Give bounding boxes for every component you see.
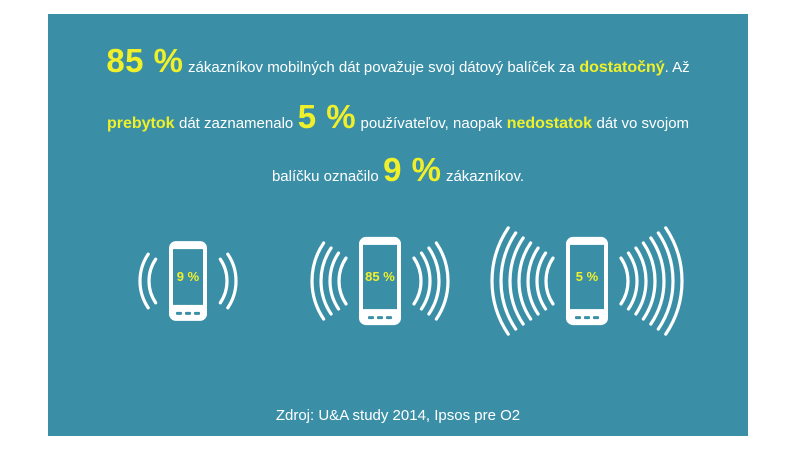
signal-wave-icon — [517, 241, 533, 321]
stat-5-percent: 5 % — [297, 98, 357, 135]
headline-text: balíčku označilo — [271, 168, 379, 185]
keyword-nedostatok: nedostatok — [506, 115, 593, 132]
phone-percent-label: 9 % — [177, 269, 200, 284]
signal-wave-icon — [526, 246, 540, 316]
signal-wave-icon — [138, 252, 150, 310]
headline-text: používateľov, naopak — [360, 115, 503, 132]
phone-button — [194, 311, 200, 315]
phones-illustration: 9 % 85 % 5 % — [138, 226, 684, 336]
keyword-dostatocny: dostatočný — [579, 59, 665, 76]
headline-text: dát zaznamenalo — [179, 115, 294, 132]
signal-wave-icon — [490, 226, 510, 336]
signal-wave-icon — [328, 251, 341, 311]
headline-text: . Až — [664, 59, 690, 76]
headline-line-3: balíčku označilo 9 % zákazníkov. — [48, 151, 748, 189]
signal-wave-icon — [619, 256, 630, 306]
signal-wave-icon — [226, 252, 238, 310]
signal-wave-icon — [319, 246, 333, 316]
source-note: Zdroj: U&A study 2014, Ipsos pre O2 — [275, 407, 521, 424]
headline-text: zákazníkov. — [445, 168, 525, 185]
signal-wave-icon — [434, 241, 450, 321]
signal-wave-icon — [419, 251, 432, 311]
headline-line-2: prebytok dát zaznamenalo 5 % používateľo… — [48, 98, 748, 136]
signal-wave-icon — [147, 257, 158, 305]
signal-wave-icon — [427, 246, 441, 316]
infographic-panel: 85 % zákazníkov mobilných dát považuje s… — [48, 14, 748, 436]
signal-wave-icon — [656, 231, 675, 331]
signal-wave-icon — [535, 251, 548, 311]
phone-percent-label: 5 % — [576, 269, 599, 284]
headline-text: dát vo svojom — [596, 115, 690, 132]
phone-button — [593, 316, 599, 320]
phone-button — [584, 316, 590, 320]
signal-wave-icon — [626, 251, 639, 311]
signal-wave-icon — [634, 246, 648, 316]
signal-wave-icon — [641, 241, 657, 321]
signal-wave-icon — [412, 256, 423, 306]
stat-85-percent: 85 % — [106, 42, 184, 79]
phone-screen — [173, 249, 203, 305]
headline-line-1: 85 % zákazníkov mobilných dát považuje s… — [48, 42, 748, 80]
phone-button — [176, 311, 182, 315]
stat-9-percent: 9 % — [383, 151, 442, 188]
phone-button — [575, 316, 581, 320]
keyword-prebytok: prebytok — [106, 115, 175, 132]
phone-button — [368, 316, 374, 320]
signal-wave-icon — [218, 257, 229, 305]
signal-wave-icon — [499, 231, 518, 331]
signal-wave-icon — [664, 226, 684, 336]
signal-wave-icon — [508, 236, 525, 326]
phone-group-1: 9 % — [138, 241, 238, 321]
headline-text: zákazníkov mobilných dát považuje svoj d… — [187, 59, 575, 76]
phone-group-3: 5 % — [490, 226, 684, 336]
phone-button — [377, 316, 383, 320]
phone-button — [185, 311, 191, 315]
signal-wave-icon — [310, 241, 326, 321]
phone-group-2: 85 % — [310, 236, 450, 326]
phone-screen — [363, 244, 397, 310]
signal-wave-icon — [337, 256, 348, 306]
signal-wave-icon — [544, 256, 555, 306]
phone-button — [386, 316, 392, 320]
signal-wave-icon — [649, 236, 666, 326]
phone-percent-label: 85 % — [365, 269, 395, 284]
phone-screen — [570, 244, 604, 310]
